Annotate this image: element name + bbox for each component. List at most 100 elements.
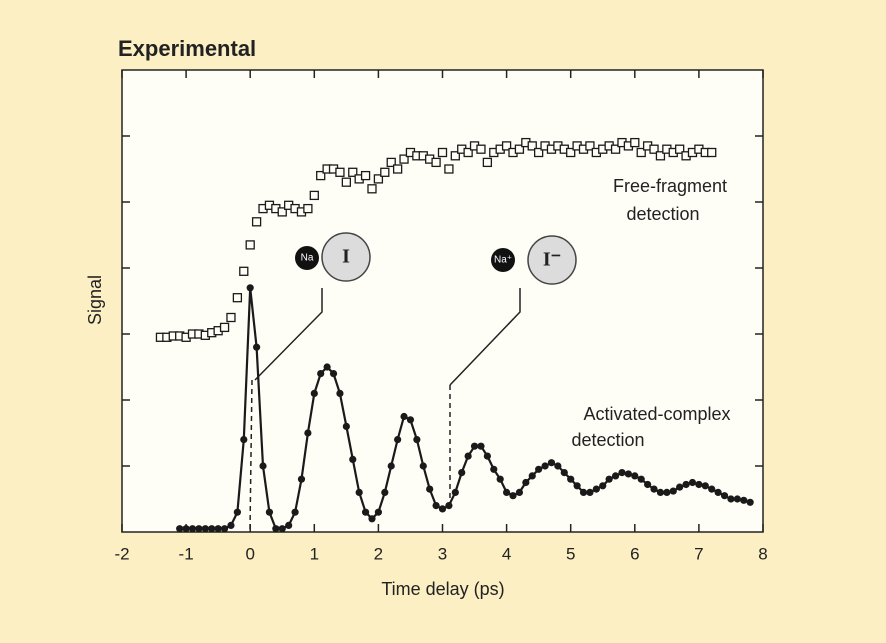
point: [644, 480, 652, 489]
plot-area: [121, 69, 764, 533]
point: [373, 174, 384, 184]
point: [509, 492, 517, 500]
point: [714, 488, 722, 496]
point: [413, 436, 421, 444]
point: [669, 487, 677, 495]
point: [554, 462, 562, 470]
pointer-lines: [249, 288, 521, 531]
point: [251, 217, 262, 227]
point: [610, 144, 621, 154]
point: [240, 436, 248, 444]
pointer: [449, 288, 521, 386]
point: [278, 525, 286, 533]
point: [419, 462, 427, 470]
point: [219, 322, 230, 333]
point: [490, 465, 498, 473]
point: [277, 207, 287, 217]
point: [310, 389, 318, 397]
point: [599, 482, 607, 490]
point: [458, 469, 466, 477]
point: [227, 521, 235, 530]
point: [387, 462, 395, 470]
point: [586, 488, 594, 496]
point: [450, 151, 460, 161]
atom-i: [321, 232, 371, 282]
point: [631, 472, 639, 480]
point: [515, 488, 524, 496]
point: [303, 203, 313, 214]
atom-label: I: [342, 246, 350, 268]
point: [451, 488, 459, 496]
point: [636, 147, 646, 158]
point: [297, 475, 306, 483]
x-tick-label: 4: [502, 544, 511, 563]
point: [304, 429, 312, 437]
point: [483, 452, 491, 460]
point: [176, 525, 184, 533]
point: [585, 141, 595, 151]
atom-na: [295, 246, 319, 270]
point: [392, 164, 403, 174]
point: [335, 167, 345, 177]
point: [470, 442, 479, 450]
x-tick-label: 2: [374, 544, 383, 563]
point: [342, 422, 350, 430]
pointer-dash: [249, 379, 253, 531]
point: [592, 485, 600, 493]
x-tick-label: 8: [758, 544, 767, 563]
point: [618, 469, 626, 477]
point: [573, 482, 581, 490]
point: [188, 525, 197, 533]
point: [285, 521, 293, 530]
point: [246, 284, 254, 292]
point: [720, 492, 729, 500]
point: [386, 157, 396, 168]
point: [201, 525, 209, 533]
point: [482, 157, 493, 168]
point: [630, 137, 640, 148]
y-axis-label: Signal: [85, 275, 105, 325]
point: [272, 525, 280, 533]
point: [232, 293, 243, 303]
point: [541, 462, 549, 470]
point: [381, 488, 389, 496]
point: [501, 141, 512, 151]
point: [214, 525, 222, 533]
x-tick-label: 6: [630, 544, 639, 563]
point: [360, 170, 371, 181]
point: [560, 469, 568, 477]
point: [476, 144, 486, 154]
point: [535, 465, 543, 473]
chart-title: Experimental: [118, 36, 256, 61]
point: [438, 505, 447, 513]
point: [746, 498, 754, 506]
point: [727, 495, 735, 503]
point: [503, 488, 511, 496]
point: [431, 157, 441, 168]
point: [437, 147, 448, 158]
point: [707, 147, 717, 158]
point: [464, 452, 472, 460]
point: [226, 312, 236, 323]
x-tick-label: 5: [566, 544, 575, 563]
annotation: detection: [626, 204, 699, 224]
x-tick-label: 0: [245, 544, 254, 563]
point: [400, 412, 408, 421]
point: [368, 515, 376, 523]
point: [394, 436, 402, 444]
x-tick-label: 7: [694, 544, 703, 563]
point: [496, 475, 504, 483]
point: [477, 442, 485, 450]
point: [265, 508, 274, 516]
point: [245, 240, 255, 250]
point: [220, 525, 229, 533]
atom-na-ion: [491, 248, 515, 272]
atom-label: Na⁺: [494, 255, 512, 266]
point: [534, 147, 544, 158]
point: [733, 495, 741, 503]
point: [348, 167, 358, 177]
point: [527, 141, 537, 151]
point: [380, 167, 390, 177]
atom-i-ion: [527, 235, 577, 285]
point: [649, 144, 659, 154]
